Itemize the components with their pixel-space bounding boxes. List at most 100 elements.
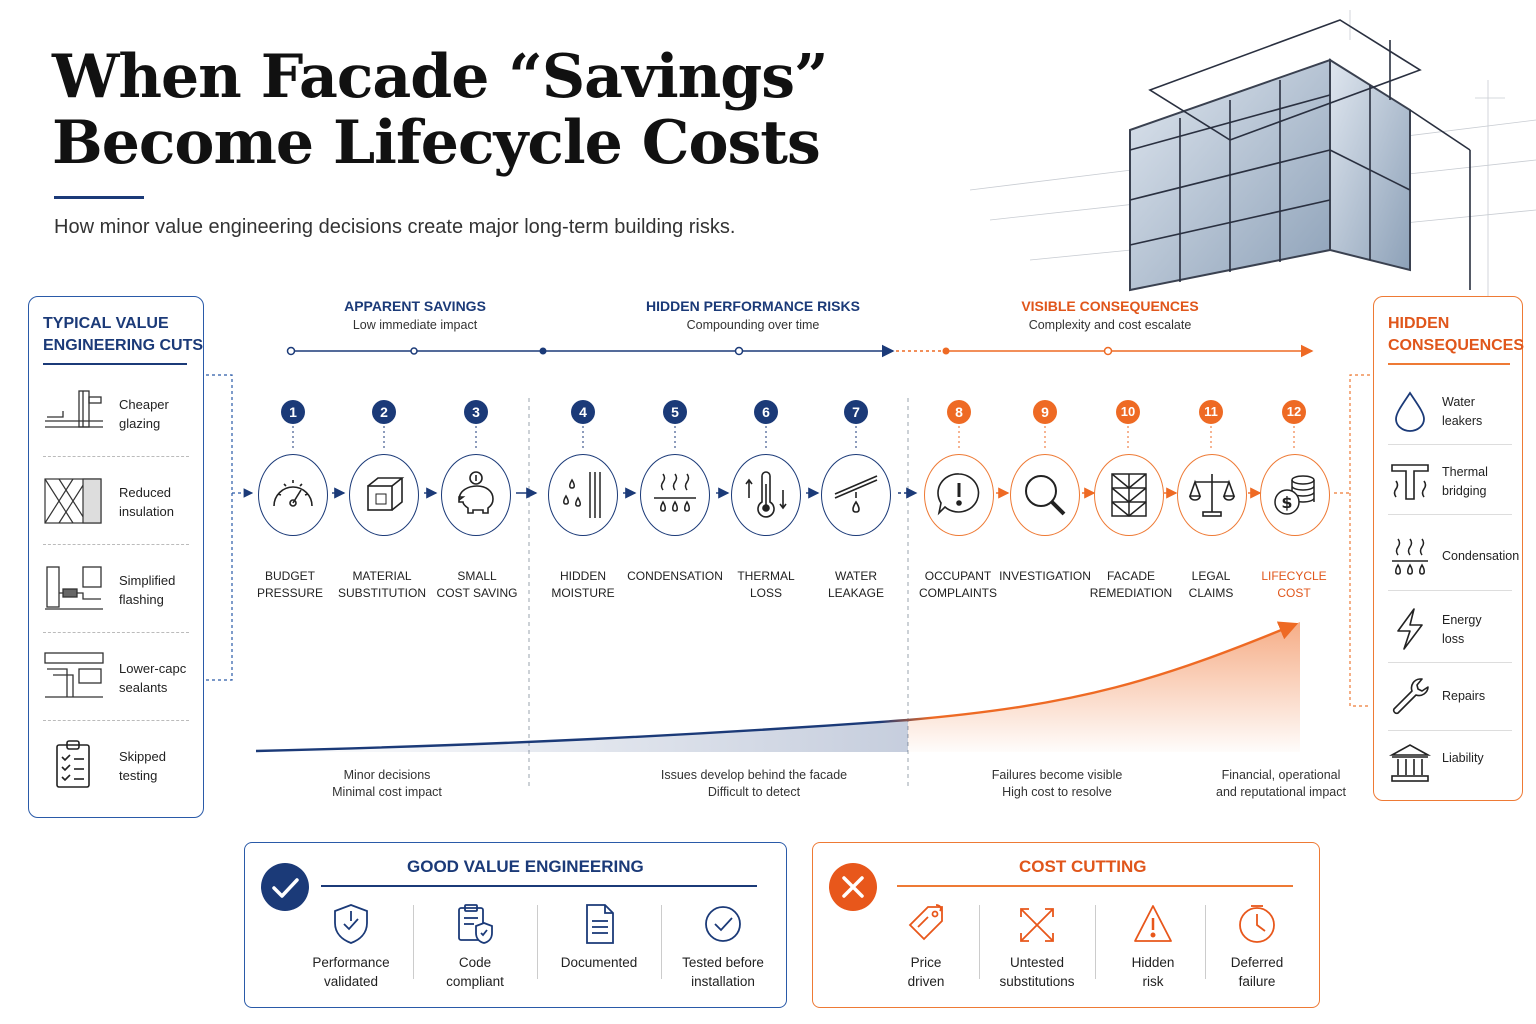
step-circle [349,454,419,536]
thermal-bridge-icon [1391,464,1429,500]
price-tag-icon [908,904,943,941]
step-circle [924,454,994,536]
box-title-rule [321,885,757,887]
step-label: INVESTIGATION [999,569,1091,583]
bad-item: Price driven [868,903,984,991]
consequence-label: Thermal bridging [1442,465,1488,498]
clock-icon [1239,905,1275,943]
box-title: COST CUTTING [1019,857,1147,876]
step-circle [441,454,511,536]
lightning-icon [1397,608,1423,650]
clipboard-shield-icon [458,904,493,944]
cut-label: Reduced insulation [119,485,174,519]
consequence-label: Water leakers [1442,395,1483,428]
glazing-section-icon [45,390,103,428]
cost-cutting-box: COST CUTTING Price driven Untested substit… [812,842,1320,1008]
step-number: 5 [663,400,687,424]
step-number: 3 [464,400,488,424]
cut-label: Cheaper glazing [119,397,169,431]
step-label: FACADE REMEDIATION [1089,569,1173,600]
title-line-2: Become Lifecycle Costs [52,108,821,178]
panel-title-rule [1388,363,1510,365]
step-number: 8 [947,400,971,424]
divider [1205,905,1206,979]
bad-item: Hidden risk [1095,903,1211,991]
swap-arrows-icon [1020,908,1054,942]
panel-title-line-2: ENGINEERING CUTS [43,337,204,354]
checklist-icon [56,740,90,788]
phase-subheading: Compounding over time [686,318,820,332]
warning-icon [1134,905,1172,942]
leak-icon [834,475,878,513]
panel-title: TYPICAL VALUE ENGINEERING CUTS [43,313,203,357]
good-item-label: Code compliant [446,955,504,989]
value-engineering-cuts-panel: TYPICAL VALUE ENGINEERING CUTS Cheaper gl… [28,296,204,818]
insulation-section-icon [44,478,102,524]
hidden-consequences-panel: HIDDEN CONSEQUENCES Water leakers Thermal… [1373,296,1524,801]
step-circle [1177,454,1247,536]
cost-area-early [256,720,908,752]
phase-apparent-savings: APPARENT SAVINGS Low immediate impact [300,298,530,332]
shield-check-icon [334,904,368,944]
bad-item: Untested substitutions [979,903,1095,991]
phase-subheading: Low immediate impact [352,318,478,332]
cube-icon [367,477,405,511]
panel-title-rule [43,363,187,365]
consequence-label: Liability [1442,751,1484,765]
thermometer-icon [745,471,787,518]
condensation-icon [1392,538,1428,575]
bad-item: Deferred failure [1199,903,1315,991]
cut-item: Lower-capc sealants [43,633,189,721]
panel-title: HIDDEN CONSEQUENCES [1388,313,1524,357]
step-number: 2 [372,400,396,424]
num-ticks [292,426,857,450]
step-number: 6 [754,400,778,424]
x-badge-icon [829,863,877,911]
cut-label: Skipped testing [119,749,166,783]
curve-note: Issues develop behind the facade Difficul… [660,768,848,799]
cut-item: Cheaper glazing [43,369,189,457]
good-item: Code compliant [417,903,533,991]
piggy-bank-icon [458,471,494,514]
step-number: 1 [281,400,305,424]
box-title: GOOD VALUE ENGINEERING [407,857,644,876]
step-circle [821,454,891,536]
good-item: Documented [541,903,657,972]
divider [979,905,980,979]
step-circle [640,454,710,536]
magnifier-icon [1025,475,1066,516]
divider [661,905,662,979]
step-number: 11 [1199,400,1223,424]
consequence-item: Repairs [1388,663,1512,731]
check-circle-icon [705,906,741,942]
divider [1095,905,1096,979]
bad-item-label: Price driven [907,955,945,989]
consequence-item: Thermal bridging [1388,447,1512,515]
moisture-wall-icon [563,472,601,518]
step-label: CONDENSATION [627,569,723,583]
title-line-1: When Facade “Savings” [52,42,829,112]
consequence-item: Energy loss [1388,595,1512,663]
alert-bubble-icon [937,473,980,516]
bad-item-label: Hidden risk [1131,955,1175,989]
wrench-icon [1392,678,1429,715]
step-label: LEGAL CLAIMS [1188,569,1234,600]
cut-label: Simplified flashing [119,573,176,607]
phase-heading: HIDDEN PERFORMANCE RISKS [646,298,860,314]
step-circle [1010,454,1080,536]
consequence-item: Water leakers [1388,377,1512,445]
phase-heading: VISIBLE CONSEQUENCES [1021,298,1199,314]
scaffold-icon [1111,473,1147,517]
courthouse-icon [1388,744,1432,782]
cut-label: Lower-capc sealants [119,661,187,695]
phase-subheading: Complexity and cost escalate [1028,318,1192,332]
step-label: OCCUPANT COMPLAINTS [918,569,997,600]
page-subtitle: How minor value engineering decisions cr… [54,216,736,238]
consequence-label: Energy loss [1442,613,1482,646]
step-number: 7 [844,400,868,424]
water-drop-icon [1395,391,1425,432]
step-label: MATERIAL SUBSTITUTION [337,569,426,600]
bad-item-label: Deferred failure [1230,955,1284,989]
step-label: WATER LEAKAGE [827,569,885,600]
consequence-item: Liability [1388,729,1512,797]
